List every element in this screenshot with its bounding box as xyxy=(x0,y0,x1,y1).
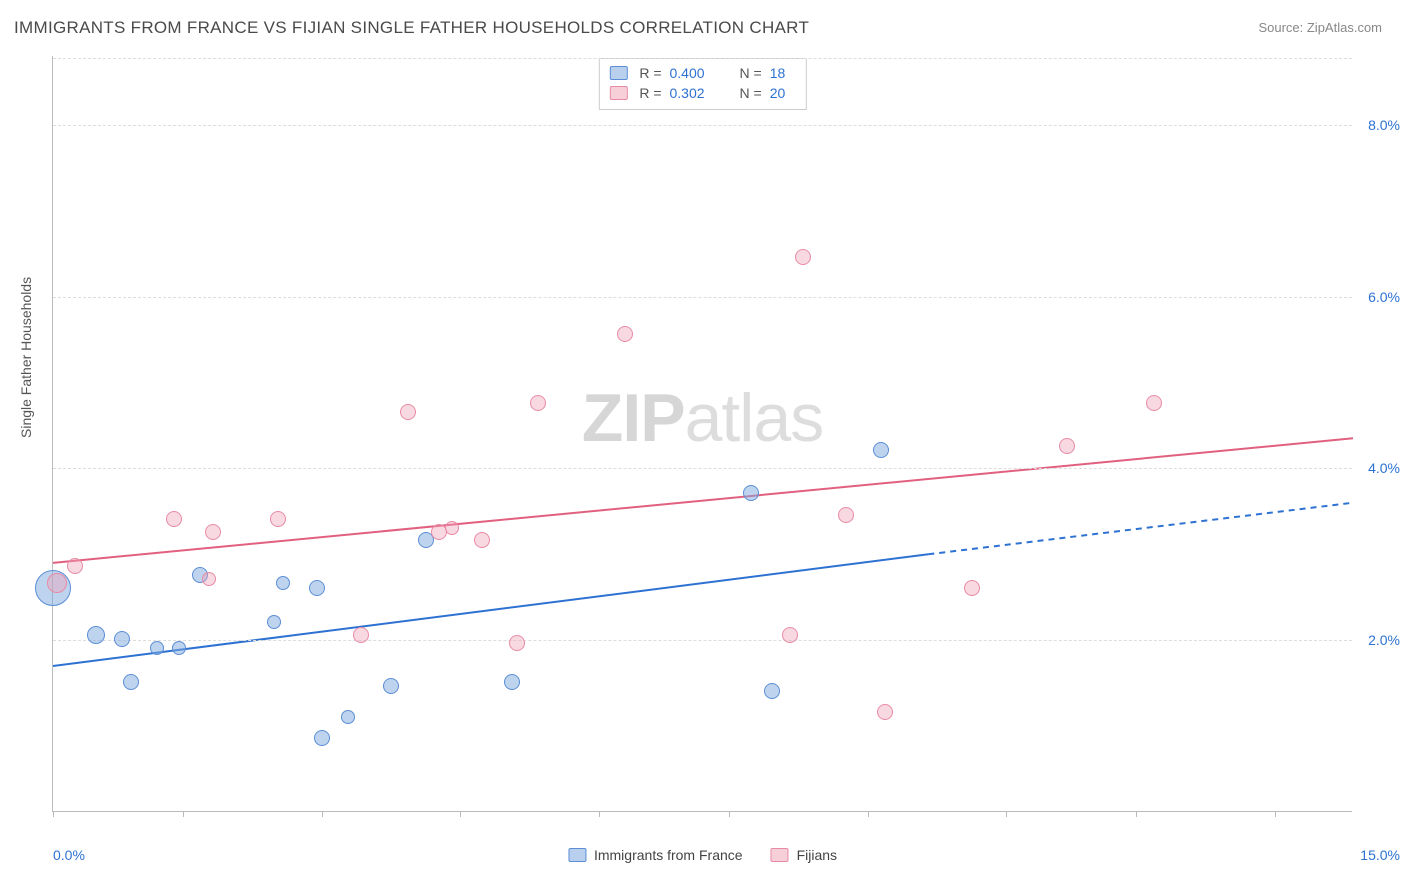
r-label: R = xyxy=(639,65,661,81)
swatch-blue-icon xyxy=(609,66,627,80)
data-point xyxy=(383,678,399,694)
legend-label-fijians: Fijians xyxy=(797,847,837,863)
swatch-pink-icon xyxy=(609,86,627,100)
data-point xyxy=(743,485,759,501)
data-point xyxy=(341,710,355,724)
stats-legend: R = 0.400 N = 18 R = 0.302 N = 20 xyxy=(598,58,806,110)
data-point xyxy=(114,631,130,647)
data-point xyxy=(353,627,369,643)
data-point xyxy=(838,507,854,523)
data-point xyxy=(1146,395,1162,411)
data-point xyxy=(530,395,546,411)
data-point xyxy=(123,674,139,690)
data-point xyxy=(509,635,525,651)
gridline xyxy=(53,125,1352,126)
gridline xyxy=(53,58,1352,59)
data-point xyxy=(87,626,105,644)
chart-title: IMMIGRANTS FROM FRANCE VS FIJIAN SINGLE … xyxy=(14,18,809,38)
x-tick xyxy=(53,811,54,817)
n-label: N = xyxy=(740,85,762,101)
y-tick-label: 8.0% xyxy=(1368,117,1400,133)
trend-lines xyxy=(53,56,1352,811)
n-value-fijians: 20 xyxy=(770,85,796,101)
x-tick-label-max: 15.0% xyxy=(1360,847,1400,863)
data-point xyxy=(172,641,186,655)
data-point xyxy=(764,683,780,699)
gridline xyxy=(53,297,1352,298)
data-point xyxy=(795,249,811,265)
y-tick-label: 6.0% xyxy=(1368,289,1400,305)
data-point xyxy=(166,511,182,527)
data-point xyxy=(205,524,221,540)
data-point xyxy=(873,442,889,458)
data-point xyxy=(782,627,798,643)
legend-item-france: Immigrants from France xyxy=(568,847,743,863)
legend-label-france: Immigrants from France xyxy=(594,847,743,863)
gridline xyxy=(53,640,1352,641)
data-point xyxy=(67,558,83,574)
gridline xyxy=(53,468,1352,469)
bottom-legend: Immigrants from France Fijians xyxy=(568,847,837,863)
x-tick xyxy=(729,811,730,817)
n-label: N = xyxy=(740,65,762,81)
n-value-france: 18 xyxy=(770,65,796,81)
data-point xyxy=(877,704,893,720)
x-tick xyxy=(322,811,323,817)
watermark: ZIPatlas xyxy=(582,379,823,457)
watermark-light: atlas xyxy=(685,380,824,456)
y-axis-label: Single Father Households xyxy=(18,277,34,438)
data-point xyxy=(400,404,416,420)
x-tick xyxy=(1275,811,1276,817)
x-tick xyxy=(1006,811,1007,817)
data-point xyxy=(276,576,290,590)
data-point xyxy=(445,521,459,535)
data-point xyxy=(47,573,67,593)
r-value-france: 0.400 xyxy=(670,65,720,81)
data-point xyxy=(474,532,490,548)
data-point xyxy=(964,580,980,596)
data-point xyxy=(267,615,281,629)
data-point xyxy=(617,326,633,342)
watermark-bold: ZIP xyxy=(582,380,685,456)
x-tick xyxy=(183,811,184,817)
data-point xyxy=(309,580,325,596)
data-point xyxy=(314,730,330,746)
x-tick xyxy=(460,811,461,817)
x-tick xyxy=(599,811,600,817)
swatch-pink-icon xyxy=(771,848,789,862)
legend-item-fijians: Fijians xyxy=(771,847,837,863)
r-label: R = xyxy=(639,85,661,101)
x-tick xyxy=(868,811,869,817)
data-point xyxy=(270,511,286,527)
y-tick-label: 2.0% xyxy=(1368,632,1400,648)
y-tick-label: 4.0% xyxy=(1368,460,1400,476)
r-value-fijians: 0.302 xyxy=(670,85,720,101)
stats-row-france: R = 0.400 N = 18 xyxy=(609,63,795,83)
swatch-blue-icon xyxy=(568,848,586,862)
chart-container: IMMIGRANTS FROM FRANCE VS FIJIAN SINGLE … xyxy=(0,0,1406,892)
plot-area: ZIPatlas R = 0.400 N = 18 R = 0.302 N = … xyxy=(52,56,1352,812)
stats-row-fijians: R = 0.302 N = 20 xyxy=(609,83,795,103)
x-tick xyxy=(1136,811,1137,817)
source-label: Source: ZipAtlas.com xyxy=(1258,20,1382,35)
data-point xyxy=(1059,438,1075,454)
data-point xyxy=(150,641,164,655)
x-tick-label-min: 0.0% xyxy=(53,847,85,863)
data-point xyxy=(504,674,520,690)
data-point xyxy=(202,572,216,586)
